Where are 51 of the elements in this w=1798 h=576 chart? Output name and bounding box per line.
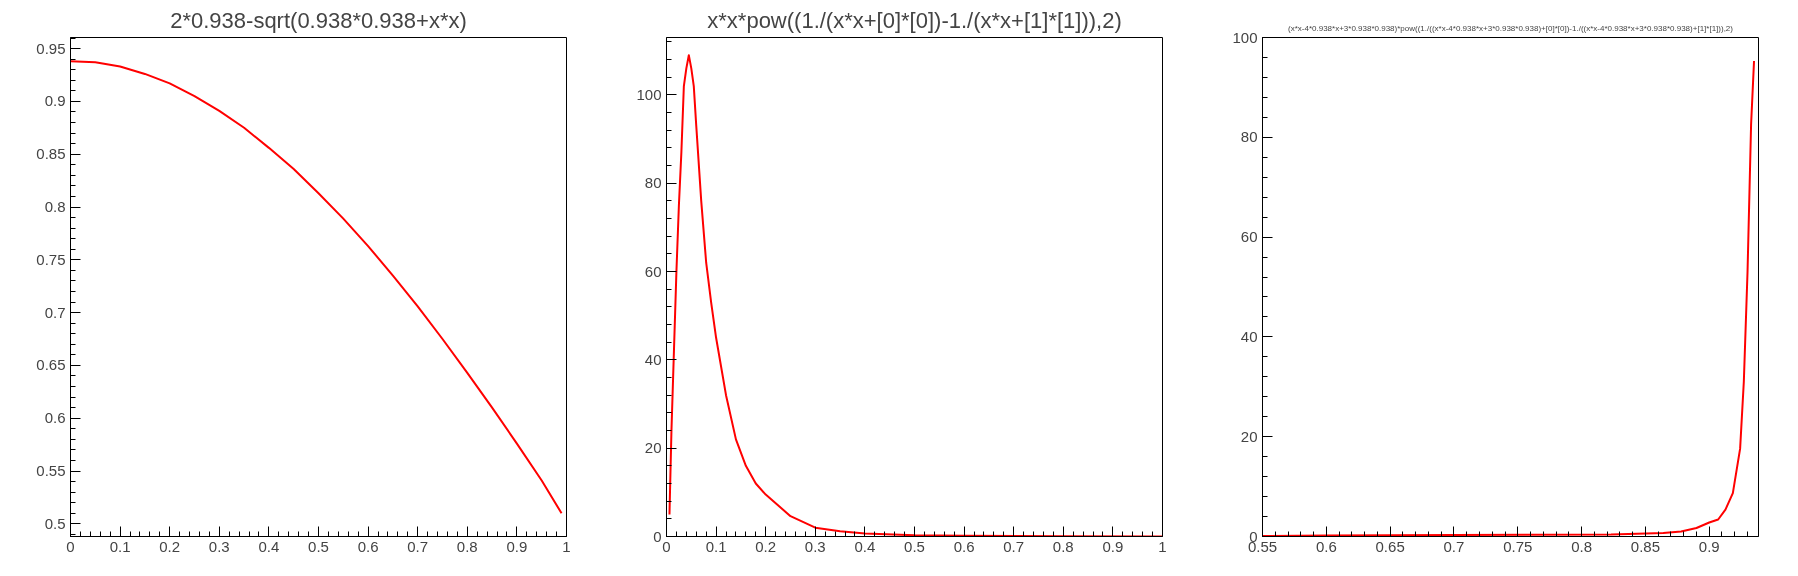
x-tick-label: 0.6 (357, 537, 379, 555)
x-tick-label: 0.85 (1630, 537, 1661, 555)
y-tick-label: 80 (1240, 128, 1258, 146)
x-tick-label: 0.65 (1375, 537, 1405, 555)
x-tick-label: 0.7 (1003, 537, 1025, 555)
x-tick-label: 0.8 (1571, 537, 1593, 555)
y-tick-label: 80 (644, 174, 662, 192)
x-tick-label: 0.8 (1052, 537, 1074, 555)
x-tick-label: 0.4 (258, 537, 280, 555)
y-tick-label: 0.9 (44, 92, 66, 110)
x-tick-label: 0.9 (1698, 537, 1720, 555)
x-tick-label: 0.2 (755, 537, 777, 555)
y-tick-label: 0.5 (44, 514, 66, 532)
x-tick-label: 0.3 (208, 537, 230, 555)
x-tick-label: 0.4 (854, 537, 876, 555)
y-tick-label: 100 (1232, 28, 1258, 46)
chart-title: (x*x-4*0.938*x+3*0.938*0.938)*pow((1./((x*x-4*0.938*x+3*0.938*0.938)+[0]*[0])-1./((x*x-4*0.938*x+3*0.938*0.938)+[1]*[1])),2) (1288, 23, 1734, 33)
x-tick-label: 0.2 (159, 537, 181, 555)
x-tick-label: 0.9 (506, 537, 528, 555)
y-tick-label: 40 (644, 350, 662, 368)
x-tick-label: 0.8 (456, 537, 478, 555)
y-tick-label: 0.75 (36, 250, 66, 268)
x-tick-label: 0.5 (904, 537, 925, 555)
x-tick-label: 0.5 (308, 537, 329, 555)
x-tick-label: 0.9 (1102, 537, 1124, 555)
y-tick-label: 60 (644, 262, 662, 280)
x-tick-label: 0.3 (804, 537, 826, 555)
x-tick-label: 0.7 (1443, 537, 1465, 555)
y-tick-label: 0.65 (36, 356, 66, 374)
y-tick-label: 0.95 (36, 39, 66, 57)
line-series (70, 60, 563, 515)
y-tick-label: 0.7 (44, 303, 66, 321)
y-tick-label: 0.85 (36, 145, 66, 163)
x-tick-label: 0.1 (705, 537, 727, 555)
y-tick-label: 0.8 (44, 198, 66, 215)
x-tick-label: 0.6 (1315, 537, 1337, 555)
x-tick-label: 0.75 (1503, 537, 1533, 555)
y-tick-label: 20 (644, 439, 662, 457)
y-tick-label: 40 (1240, 327, 1258, 345)
x-tick-label: 0.7 (407, 537, 429, 555)
y-tick-label: 100 (636, 85, 662, 103)
y-tick-label: 60 (1240, 228, 1258, 246)
x-tick-label: 1 (562, 537, 571, 555)
chart-title: x*x*pow((1./(x*x+[0]*[0])-1./(x*x+[1]*[1])),2) (707, 7, 1122, 33)
x-tick-label: 1 (1158, 537, 1167, 555)
y-tick-label: 0.6 (44, 409, 66, 427)
x-tick-label: 0.6 (953, 537, 975, 555)
y-tick-label: 20 (1240, 427, 1258, 445)
y-tick-label: 0.55 (36, 462, 66, 480)
chart-title: 2*0.938-sqrt(0.938*0.938+x*x) (170, 7, 467, 33)
x-tick-label: 0.1 (109, 537, 131, 555)
